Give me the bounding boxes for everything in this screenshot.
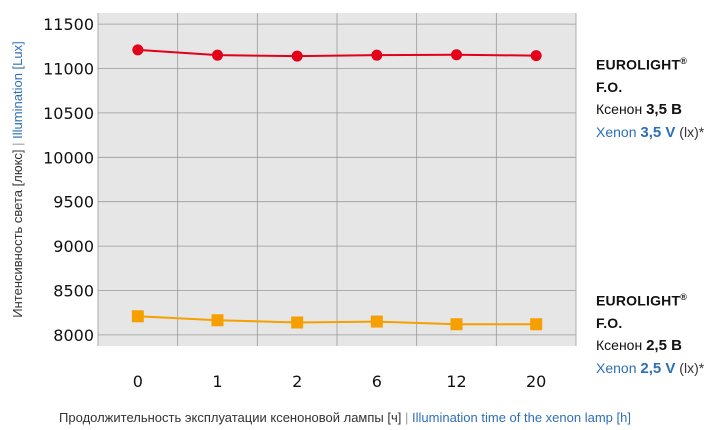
- y-tick-label: 9000: [53, 237, 94, 256]
- series-line: [137, 315, 537, 326]
- data-point: [212, 49, 223, 61]
- legend-ru-label: Ксенон 2,5 В: [596, 334, 716, 357]
- legend-entry-2-5v: EUROLIGHT® F.O. Ксенон 2,5 В Xenon 2,5 V…: [596, 286, 716, 380]
- y-axis-label-separator: |: [10, 139, 25, 146]
- x-axis-label-ru: Продолжительность эксплуатации ксеноново…: [59, 410, 401, 425]
- y-axis-label: Интенсивность света [люкс] | Illuminatio…: [10, 41, 25, 317]
- data-point: [530, 318, 543, 331]
- y-axis-label-ru: Интенсивность света [люкс]: [10, 149, 25, 317]
- legend-ru-voltage: 3,5 В: [646, 100, 682, 118]
- x-tick-label: 20: [526, 372, 546, 391]
- series-1: [131, 310, 543, 331]
- legend-en-unit: (lx)*: [675, 123, 705, 140]
- y-tick-label: 11000: [43, 60, 94, 79]
- brand-suffix: F.O.: [596, 314, 623, 331]
- y-tick-label: 10500: [43, 104, 94, 123]
- x-tick-labels: 0 1 2 6 12 20: [133, 372, 547, 391]
- legend-ru-prefix: Ксенон: [596, 100, 647, 117]
- y-tick-label: 8000: [53, 326, 94, 345]
- x-tick-label: 1: [212, 372, 222, 391]
- data-point: [451, 49, 462, 61]
- data-point: [370, 315, 383, 328]
- brand-name: EUROLIGHT: [596, 56, 681, 73]
- legend-brand: EUROLIGHT® F.O.: [596, 50, 716, 98]
- x-tick-label: 12: [446, 372, 466, 391]
- series-line: [137, 48, 537, 58]
- data-point: [211, 314, 224, 327]
- y-tick-label: 11500: [43, 15, 94, 34]
- data-point: [291, 316, 304, 329]
- legend-en-label: Xenon 2,5 V (lx)*: [596, 357, 716, 380]
- data-point: [131, 310, 144, 323]
- legend-en-prefix: Xenon: [596, 359, 641, 376]
- legend-en-voltage: 3,5 V: [640, 123, 676, 141]
- legend-en-voltage: 2,5 V: [640, 359, 676, 377]
- x-axis-label-separator: |: [405, 410, 412, 425]
- data-series: [131, 44, 543, 331]
- brand-suffix: F.O.: [596, 78, 623, 95]
- brand-name: EUROLIGHT: [596, 292, 681, 309]
- legend-brand: EUROLIGHT® F.O.: [596, 286, 716, 334]
- data-point: [132, 44, 144, 56]
- y-tick-label: 8500: [53, 282, 94, 301]
- y-axis-label-en: Illumination [Lux]: [10, 41, 25, 139]
- legend-en-unit: (lx)*: [675, 359, 705, 376]
- legend-ru-label: Ксенон 3,5 В: [596, 98, 716, 121]
- data-point: [291, 50, 303, 62]
- x-tick-label: 6: [372, 372, 382, 391]
- x-axis-label-en: Illumination time of the xenon lamp [h]: [412, 410, 631, 425]
- legend-ru-voltage: 2,5 В: [646, 336, 682, 354]
- y-tick-label: 9500: [53, 193, 94, 212]
- legend-en-label: Xenon 3,5 V (lx)*: [596, 121, 716, 144]
- separator-glyph: |: [10, 142, 25, 145]
- separator-glyph: |: [405, 410, 408, 425]
- x-tick-label: 2: [292, 372, 302, 391]
- x-tick-label: 0: [133, 372, 143, 391]
- legend-entry-3-5v: EUROLIGHT® F.O. Ксенон 3,5 В Xenon 3,5 V…: [596, 50, 716, 144]
- data-point: [450, 318, 463, 331]
- y-tick-labels: 8000 8500 9000 9500 10000 10500 11000 11500: [43, 15, 94, 345]
- x-axis-label: Продолжительность эксплуатации ксеноново…: [59, 410, 631, 425]
- gridlines: [97, 13, 577, 346]
- y-tick-label: 10000: [43, 148, 94, 167]
- data-point: [530, 50, 542, 62]
- legend-ru-prefix: Ксенон: [596, 336, 647, 353]
- registered-mark: ®: [680, 56, 688, 66]
- series-0: [132, 44, 542, 62]
- registered-mark: ®: [680, 292, 688, 302]
- legend-en-prefix: Xenon: [596, 123, 641, 140]
- data-point: [371, 49, 383, 61]
